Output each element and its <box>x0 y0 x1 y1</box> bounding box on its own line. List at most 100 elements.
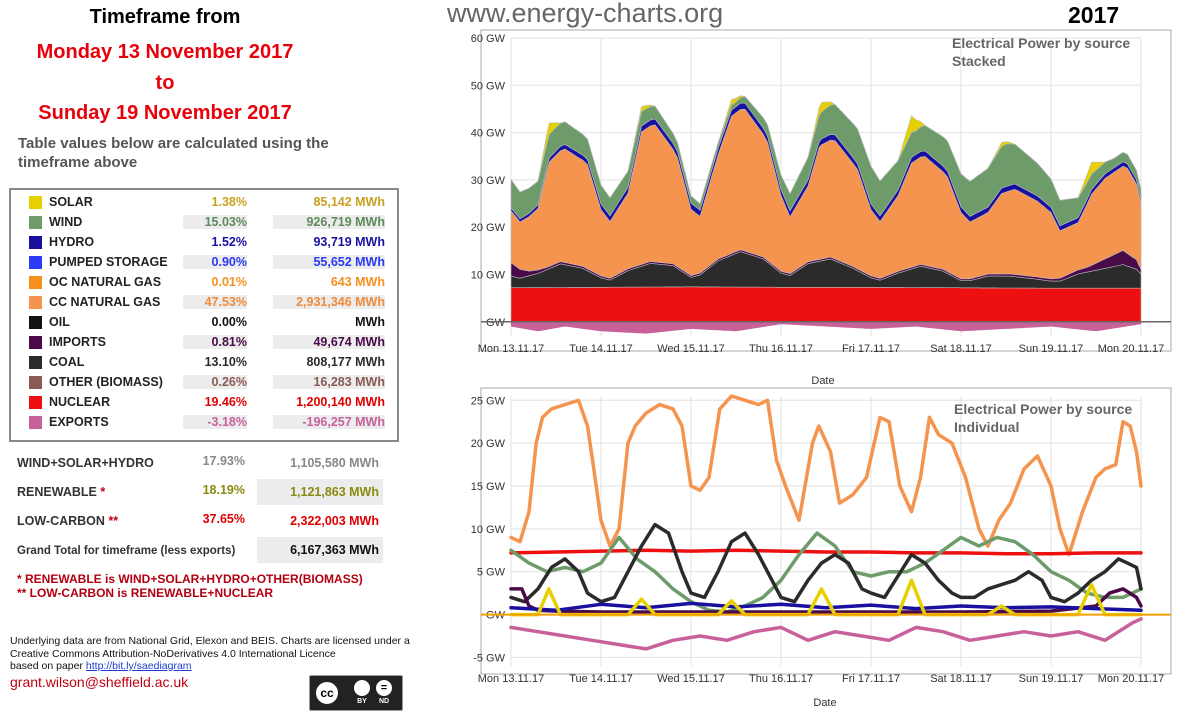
source-pct: 0.00% <box>211 315 247 329</box>
swatch <box>29 216 42 229</box>
y-tick-label: 40 GW <box>471 128 506 140</box>
y-tick-label: 10 GW <box>471 270 506 282</box>
chart-title: Electrical Power by source <box>952 35 1130 51</box>
license-text: Underlying data are from National Grid, … <box>10 635 430 673</box>
x-tick-label: Mon 20.11.17 <box>1098 343 1164 355</box>
year-label: 2017 <box>1068 2 1120 28</box>
summary-lowcarbon: LOW-CARBON ** 37.65% 2,322,003 MWh <box>9 508 389 536</box>
source-row: NUCLEAR 19.46% 1,200,140 MWh <box>11 392 397 412</box>
swatch <box>29 196 42 209</box>
y-tick-label: GW <box>486 317 506 329</box>
summary-pct: 17.93% <box>202 454 245 468</box>
x-tick-label: Sat 18.11.17 <box>930 673 992 685</box>
y-tick-label: 20 GW <box>471 222 506 234</box>
y-tick-label: 25 GW <box>471 395 506 407</box>
paper-link[interactable]: http://bit.ly/saediagram <box>85 660 192 672</box>
y-tick-label: 20 GW <box>471 438 506 450</box>
lowcarbon-label: LOW-CARBON <box>17 514 105 528</box>
source-row: SOLAR 1.38% 85,142 MWh <box>11 192 397 212</box>
source-row: HYDRO 1.52% 93,719 MWh <box>11 232 397 252</box>
source-label: IMPORTS <box>49 335 106 349</box>
source-mwh: 49,674 MWh <box>273 335 385 349</box>
summary-mwh: 6,167,363 MWh <box>257 537 383 563</box>
y-tick-label: 10 GW <box>471 524 506 536</box>
line-nuclear <box>509 548 1143 556</box>
source-label: HYDRO <box>49 235 95 249</box>
area-solar <box>510 95 1142 205</box>
x-tick-label: Mon 13.11.17 <box>478 673 544 685</box>
cc-license-badge[interactable]: cc = BY ND <box>309 675 403 711</box>
x-tick-label: Fri 17.11.17 <box>842 673 900 685</box>
nd-label: ND <box>378 698 390 705</box>
x-tick-label: Sun 19.11.17 <box>1019 343 1084 355</box>
axes: 60 GW 50 GW 40 GW 30 GW 20 GW 10 GW GW Mon 13.1… <box>471 33 1171 355</box>
stacked-chart: 60 GW 50 GW 40 GW 30 GW 20 GW 10 GW GW Mon 13.1… <box>471 29 1172 387</box>
source-label: OIL <box>49 315 70 329</box>
x-tick-label: Wed 15.11.17 <box>657 343 724 355</box>
x-tick-label: Tue 14.11.17 <box>569 673 633 685</box>
swatch <box>29 276 42 289</box>
x-tick-label: Sun 19.11.17 <box>1019 673 1084 685</box>
source-label: NUCLEAR <box>49 395 111 409</box>
source-pct: 19.46% <box>204 395 247 409</box>
source-row: PUMPED STORAGE 0.90% 55,652 MWh <box>11 252 397 272</box>
source-pct: 15.03% <box>183 215 247 229</box>
grid <box>510 396 1142 666</box>
area-exports <box>511 321 1141 334</box>
source-pct: 1.52% <box>211 235 247 249</box>
source-label: OTHER (BIOMASS) <box>49 375 163 389</box>
y-tick-label: 15 GW <box>471 481 506 493</box>
swatch <box>29 296 42 309</box>
line-wind <box>509 531 1143 614</box>
line-coal <box>509 522 1143 604</box>
summary-label: WIND+SOLAR+HYDRO <box>17 456 154 470</box>
table-note: Table values below are calculated using … <box>18 135 329 171</box>
source-mwh: 926,719 MWh <box>273 215 385 229</box>
license-line: Creative Commons Attribution-NoDerivativ… <box>10 647 336 660</box>
lowcarbon-star: ** <box>108 514 119 528</box>
summary-mwh: 1,121,863 MWh <box>257 479 383 505</box>
source-row: WIND 15.03% 926,719 MWh <box>11 212 397 232</box>
y-tick-label: 50 GW <box>471 80 506 92</box>
source-pct: 1.38% <box>211 195 247 209</box>
x-tick-label: Mon 13.11.17 <box>478 343 544 355</box>
x-tick-label: Wed 15.11.17 <box>657 673 724 685</box>
line-cc-natural-gas <box>509 394 1143 557</box>
swatch <box>29 336 42 349</box>
summary-label: Grand Total for timeframe (less exports) <box>17 545 236 557</box>
swatch <box>29 376 42 389</box>
swatch <box>29 356 42 369</box>
lowcarbon-note: ** LOW-CARBON is RENEWABLE+NUCLEAR <box>17 586 274 600</box>
x-axis-title: Date <box>811 375 834 387</box>
source-pct: 0.90% <box>183 255 247 269</box>
source-mwh: -196,257 MWh <box>273 415 385 429</box>
x-tick-label: Thu 16.11.17 <box>749 673 813 685</box>
swatch <box>29 396 42 409</box>
summary-renewable: RENEWABLE * 18.19% 1,121,863 MWh <box>9 479 389 507</box>
by-label: BY <box>357 698 367 705</box>
email-link[interactable]: grant.wilson@sheffield.ac.uk <box>10 674 189 690</box>
summary-mwh: 2,322,003 MWh <box>290 514 379 528</box>
source-row: CC NATURAL GAS 47.53% 2,931,346 MWh <box>11 292 397 312</box>
source-mwh: 16,283 MWh <box>273 375 385 389</box>
source-pct: 0.26% <box>183 375 247 389</box>
swatch <box>29 416 42 429</box>
by-icon <box>354 680 370 696</box>
source-mwh: 643 MWh <box>330 275 385 289</box>
y-tick-label: 30 GW <box>471 175 506 187</box>
source-label: CC NATURAL GAS <box>49 295 161 309</box>
x-tick-label: Sat 18.11.17 <box>930 343 992 355</box>
x-tick-label: Mon 20.11.17 <box>1098 673 1164 685</box>
renewable-star: * <box>100 485 106 499</box>
source-label: WIND <box>49 215 83 229</box>
source-label: OC NATURAL GAS <box>49 275 162 289</box>
nd-icon: = <box>376 680 392 696</box>
line-exports <box>509 617 1143 651</box>
line-hydro <box>509 601 1143 613</box>
summary-total: Grand Total for timeframe (less exports)… <box>9 537 389 565</box>
y-tick-label: 5 GW <box>477 567 506 579</box>
summary-label: RENEWABLE * <box>17 485 105 499</box>
license-prefix: based on paper <box>10 660 83 672</box>
source-mwh: 93,719 MWh <box>313 235 385 249</box>
